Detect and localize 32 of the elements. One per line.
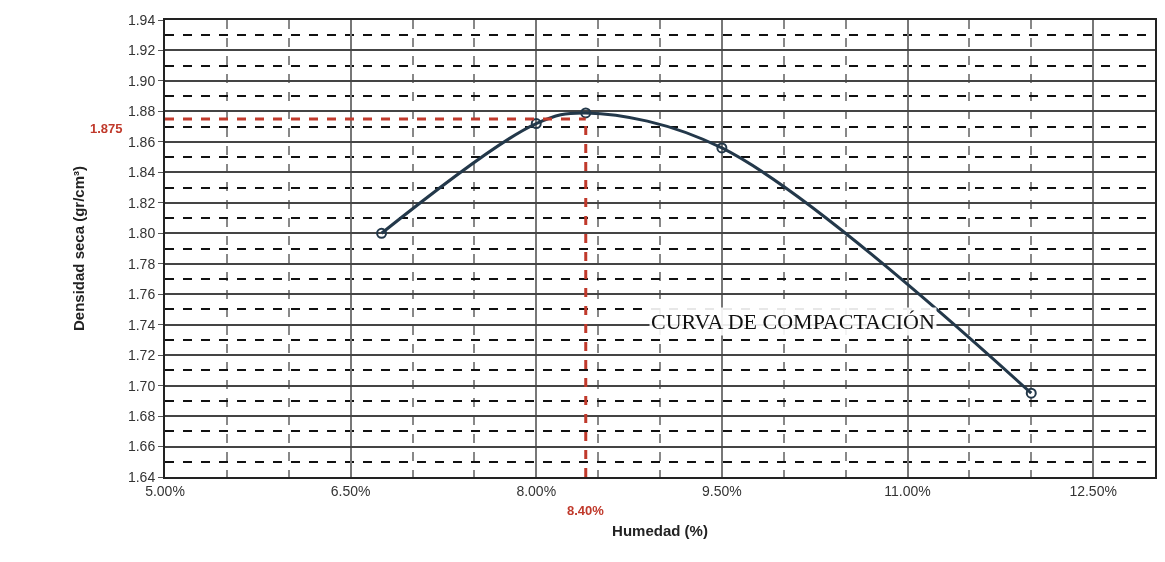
point — [716, 142, 728, 154]
y-tick-label: 1.88 — [127, 103, 156, 120]
ref-line-label: 8.40% — [567, 503, 605, 518]
point — [376, 227, 388, 239]
y-tick-label: 1.68 — [127, 407, 156, 424]
point — [580, 107, 592, 119]
y-tick-label: 1.94 — [127, 11, 156, 28]
y-tick-label: 1.92 — [127, 42, 156, 59]
point — [530, 118, 542, 130]
x-tick-label: 12.50% — [1069, 482, 1117, 499]
x-tick-label: 9.50% — [702, 482, 742, 499]
y-tick-label: 1.82 — [127, 194, 156, 211]
y-tick-label: 1.90 — [127, 72, 156, 89]
y-tick-label: 1.78 — [127, 255, 156, 272]
x-tick-label: 11.00% — [884, 482, 931, 499]
y-tick-label: 1.80 — [127, 225, 156, 242]
ref-line-label: 1.875 — [90, 121, 123, 136]
y-tick-label: 1.86 — [127, 133, 156, 150]
x-tick-label: 5.00% — [145, 482, 185, 499]
annotation: CURVA DE COMPACTACIÓN — [651, 309, 935, 334]
y-tick-label: 1.74 — [127, 316, 156, 333]
y-axis-title: Densidad seca (gr/cm³) — [69, 165, 87, 332]
x-tick-label: 8.00% — [516, 482, 557, 499]
y-tick-label: 1.72 — [127, 347, 156, 364]
y-tick-label: 1.70 — [127, 377, 156, 394]
y-tick-label: 1.84 — [127, 164, 156, 181]
y-tick-label: 1.66 — [127, 438, 156, 455]
y-tick-label: 1.64 — [127, 468, 156, 485]
y-tick-label: 1.76 — [127, 286, 156, 303]
point — [1025, 387, 1037, 399]
x-tick-label: 6.50% — [330, 482, 371, 499]
x-axis-title: Humedad (%) — [612, 522, 708, 540]
